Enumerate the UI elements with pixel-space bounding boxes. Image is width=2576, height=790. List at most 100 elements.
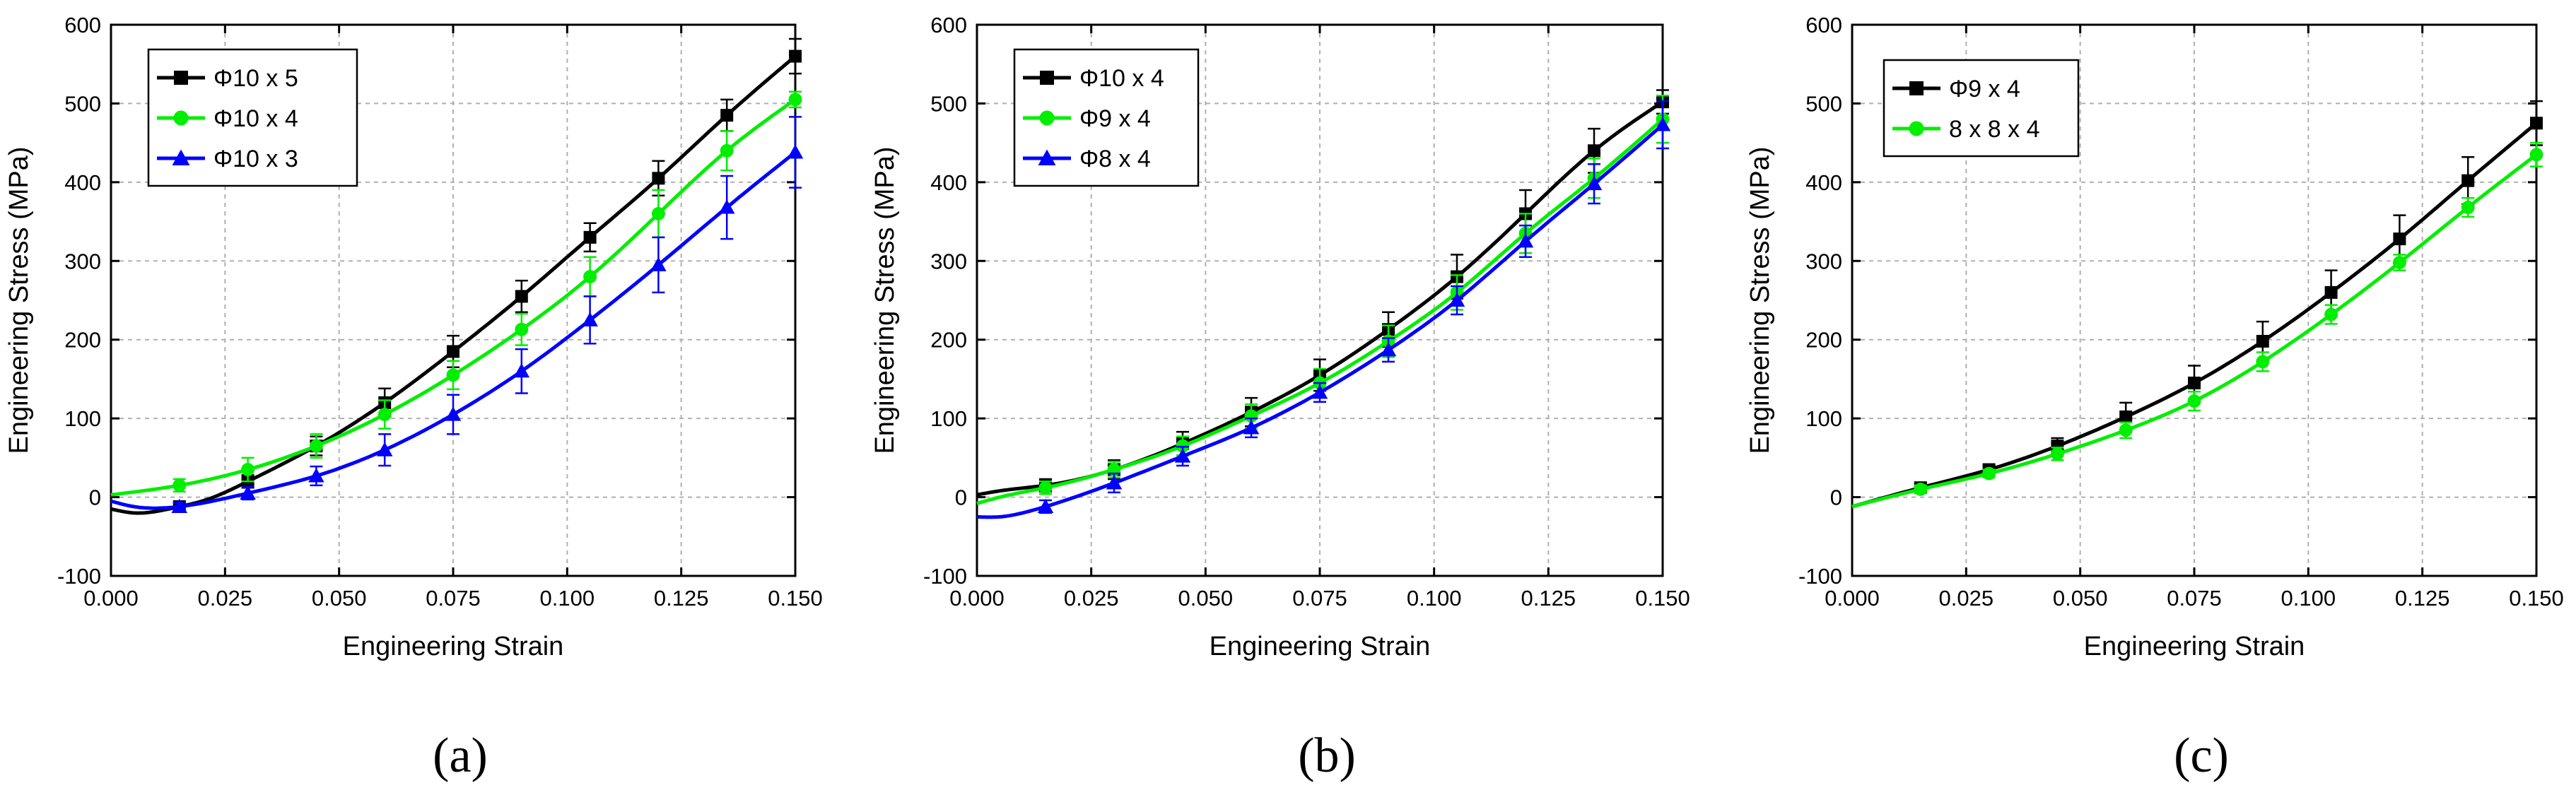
y-tick-label: 500: [1805, 91, 1842, 116]
x-axis-title: Engineering Strain: [343, 632, 564, 661]
data-point: [2187, 394, 2201, 408]
x-tick-label: 0.025: [1064, 586, 1119, 611]
data-point: [718, 199, 735, 214]
legend-marker: [1909, 81, 1924, 95]
data-point: [2256, 334, 2269, 348]
y-tick-label: 500: [930, 91, 967, 116]
y-tick-label: 200: [930, 328, 967, 353]
data-point: [583, 270, 597, 284]
x-axis-title: Engineering Strain: [2084, 632, 2305, 661]
x-tick-label: 0.125: [654, 586, 709, 611]
y-tick-label: 0: [1830, 485, 1842, 510]
data-point: [1106, 475, 1123, 490]
data-point: [241, 463, 255, 477]
data-point: [1982, 466, 1996, 481]
data-point: [720, 109, 734, 122]
panel-label: (b): [1298, 729, 1356, 783]
y-axis-title: Engineering Stress (MPa): [4, 146, 34, 454]
x-tick-label: 0.000: [949, 586, 1005, 611]
data-point: [2324, 285, 2338, 299]
series-line: [976, 117, 1664, 505]
legend-marker: [1909, 121, 1924, 136]
data-point: [240, 485, 256, 500]
legend-box: [1883, 59, 2080, 158]
data-point: [1914, 482, 1928, 496]
panel-label: (a): [433, 729, 488, 783]
data-point: [2461, 174, 2475, 187]
y-tick-label: 400: [64, 170, 101, 195]
y-tick-label: 600: [64, 13, 101, 37]
panel-label: (c): [2174, 729, 2229, 783]
data-point: [2529, 148, 2543, 162]
data-point: [1038, 481, 1053, 495]
x-tick-label: 0.150: [1635, 586, 1690, 611]
legend-label: 8 x 8 x 4: [1949, 116, 2040, 143]
y-tick-label: 100: [1805, 406, 1842, 431]
y-tick-label: -100: [923, 564, 967, 589]
data-point: [650, 257, 667, 271]
data-point: [515, 290, 528, 303]
y-tick-label: 100: [64, 406, 101, 431]
data-point: [1311, 384, 1328, 399]
legend-label: Φ10 x 4: [1079, 65, 1164, 92]
legend-label: Φ8 x 4: [1079, 146, 1151, 172]
data-point: [787, 144, 804, 159]
x-tick-label: 0.075: [1292, 586, 1347, 611]
data-point: [1037, 498, 1054, 513]
y-tick-label: 400: [1805, 170, 1842, 195]
data-point: [1243, 420, 1260, 435]
data-point: [583, 230, 597, 244]
y-tick-label: 200: [1805, 328, 1842, 353]
data-point: [171, 498, 188, 513]
legend-label: Φ10 x 3: [213, 146, 298, 172]
x-tick-label: 0.050: [1178, 586, 1234, 611]
data-point: [582, 312, 598, 326]
data-point: [1448, 292, 1465, 307]
x-tick-label: 0.025: [1939, 586, 1994, 611]
y-tick-label: 300: [1805, 249, 1842, 273]
y-axis-title: Engineering Stress (MPa): [1745, 146, 1775, 454]
data-point: [720, 143, 734, 158]
legend: Φ10 x 4 Φ9 x 4 Φ8 x 4: [1013, 48, 1200, 187]
x-tick-label: 0.000: [83, 586, 139, 611]
series-line: [110, 54, 797, 515]
data-point: [1588, 144, 1600, 158]
data-point: [2119, 410, 2133, 423]
x-tick-label: 0.100: [540, 586, 595, 611]
x-tick-label: 0.075: [426, 586, 481, 611]
series-1: [1851, 100, 2543, 509]
data-point: [2050, 447, 2064, 461]
y-tick-label: 500: [64, 91, 101, 116]
x-tick-label: 0.025: [198, 586, 253, 611]
y-tick-label: 400: [930, 170, 967, 195]
y-axis-title: Engineering Stress (MPa): [870, 146, 900, 454]
legend-label: Φ9 x 4: [1949, 76, 2020, 102]
x-tick-label: 0.100: [1407, 586, 1462, 611]
data-point: [377, 408, 392, 422]
legend-label: Φ10 x 4: [213, 105, 298, 132]
legend: Φ10 x 5 Φ10 x 4 Φ10 x 3: [147, 48, 358, 187]
data-point: [1654, 117, 1671, 131]
data-point: [2393, 232, 2406, 246]
data-point: [308, 468, 324, 483]
data-point: [1174, 448, 1191, 463]
y-tick-label: 100: [930, 406, 967, 431]
legend-label: Φ10 x 5: [213, 65, 298, 92]
chart-panel-a: 0.000 0.025 0.050 0.075 0.100 0.125 0.150 -100 0…: [4, 13, 823, 783]
data-point: [376, 442, 393, 456]
x-tick-label: 0.100: [2281, 586, 2336, 611]
series-3: [976, 100, 1671, 519]
y-tick-label: 300: [64, 249, 101, 273]
data-point: [515, 322, 529, 336]
data-point: [513, 363, 530, 378]
y-tick-label: -100: [1798, 564, 1842, 589]
series-2: [1851, 141, 2543, 509]
data-point: [2188, 377, 2201, 389]
data-point: [1517, 233, 1534, 248]
legend-marker: [172, 149, 190, 165]
y-tick-label: 600: [1805, 13, 1842, 37]
legend-marker: [1038, 149, 1056, 165]
data-point: [652, 172, 665, 185]
chart-panel-c: 0.000 0.025 0.050 0.075 0.100 0.125 0.150 -100 0…: [1745, 13, 2564, 783]
